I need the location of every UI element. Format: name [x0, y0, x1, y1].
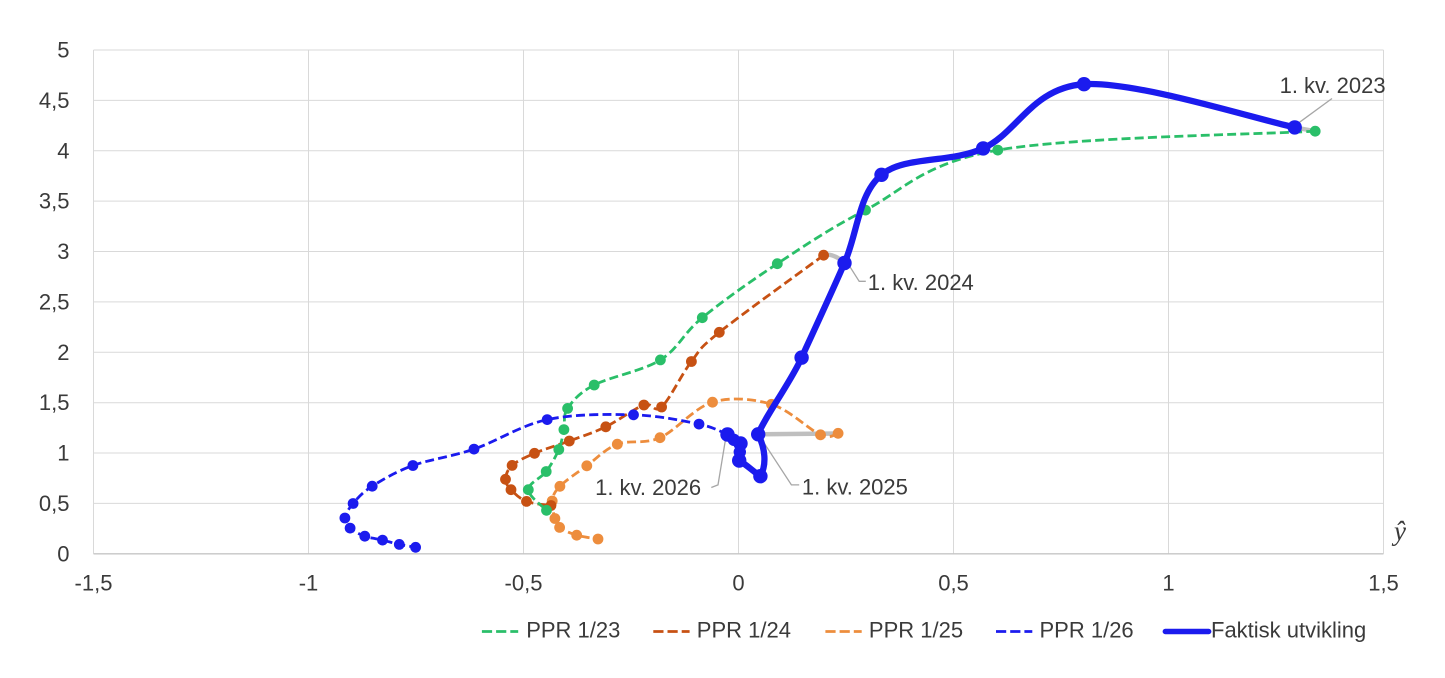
svg-text:1,5: 1,5 — [1368, 571, 1399, 596]
svg-text:ŷ: ŷ — [1391, 516, 1406, 546]
svg-text:-1,5: -1,5 — [75, 571, 113, 596]
svg-text:1: 1 — [57, 441, 69, 466]
svg-text:1. kv. 2026: 1. kv. 2026 — [595, 475, 701, 500]
svg-text:4: 4 — [57, 138, 69, 163]
svg-text:Faktisk utvikling: Faktisk utvikling — [1211, 618, 1366, 643]
svg-text:-0,5: -0,5 — [505, 571, 543, 596]
svg-text:PPR 1/23: PPR 1/23 — [526, 618, 620, 643]
svg-text:2: 2 — [57, 340, 69, 365]
svg-text:PPR 1/25: PPR 1/25 — [869, 618, 963, 643]
svg-text:1. kv. 2025: 1. kv. 2025 — [802, 474, 908, 499]
svg-text:0: 0 — [732, 571, 744, 596]
svg-text:5: 5 — [57, 38, 69, 63]
svg-text:1. kv. 2024: 1. kv. 2024 — [868, 270, 974, 295]
svg-text:1,5: 1,5 — [39, 390, 70, 415]
svg-text:0,5: 0,5 — [39, 491, 70, 516]
svg-text:4,5: 4,5 — [39, 88, 70, 113]
svg-text:3,5: 3,5 — [39, 189, 70, 214]
svg-text:PPR 1/24: PPR 1/24 — [697, 618, 791, 643]
svg-text:1: 1 — [1162, 571, 1174, 596]
svg-text:0,5: 0,5 — [938, 571, 969, 596]
svg-text:1. kv. 2023: 1. kv. 2023 — [1280, 73, 1386, 98]
svg-text:-1: -1 — [299, 571, 319, 596]
svg-text:PPR 1/26: PPR 1/26 — [1040, 618, 1134, 643]
svg-text:2,5: 2,5 — [39, 289, 70, 314]
svg-text:0: 0 — [57, 541, 69, 566]
svg-text:3: 3 — [57, 239, 69, 264]
